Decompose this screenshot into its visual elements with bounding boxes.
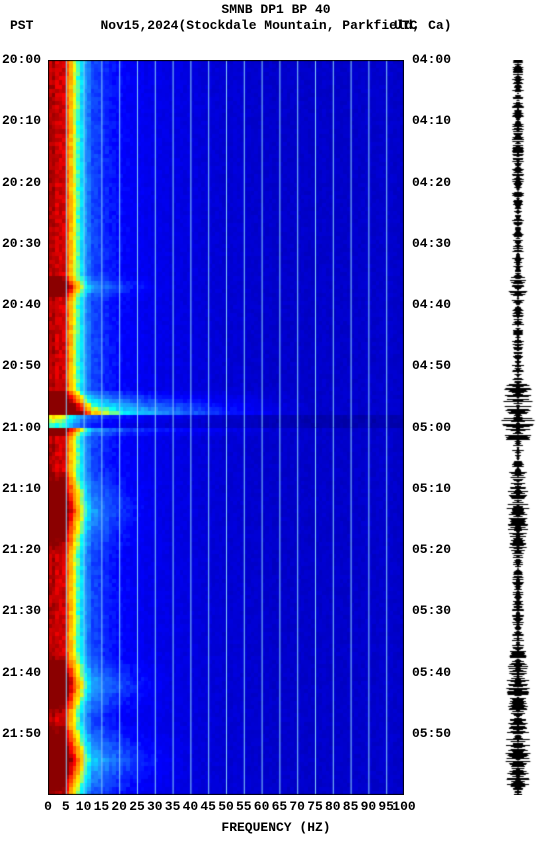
ytick-left: 21:30 (2, 603, 41, 618)
ytick-left: 20:20 (2, 175, 41, 190)
xtick: 50 (218, 799, 234, 814)
xtick: 30 (147, 799, 163, 814)
spectrogram-plot (48, 60, 404, 795)
amplitude-trace (497, 60, 539, 795)
xtick: 75 (307, 799, 323, 814)
ytick-right: 04:40 (412, 297, 451, 312)
xtick: 85 (343, 799, 359, 814)
title-line-2: PST Nov15,2024(Stockdale Mountain, Parkf… (0, 18, 552, 33)
x-axis-label: FREQUENCY (HZ) (0, 820, 552, 835)
figure: SMNB DP1 BP 40 PST Nov15,2024(Stockdale … (0, 0, 552, 864)
ytick-left: 21:40 (2, 665, 41, 680)
xtick: 15 (94, 799, 110, 814)
ytick-right: 05:00 (412, 420, 451, 435)
ytick-left: 21:00 (2, 420, 41, 435)
ytick-right: 05:50 (412, 726, 451, 741)
ytick-left: 20:10 (2, 113, 41, 128)
ytick-right: 04:20 (412, 175, 451, 190)
xtick: 90 (361, 799, 377, 814)
ytick-left: 20:50 (2, 358, 41, 373)
xtick: 45 (200, 799, 216, 814)
tz-right-label: UTC (394, 18, 417, 33)
xtick: 80 (325, 799, 341, 814)
xtick: 0 (44, 799, 52, 814)
ytick-left: 20:30 (2, 236, 41, 251)
xtick: 55 (236, 799, 252, 814)
ytick-left: 20:40 (2, 297, 41, 312)
ytick-right: 05:20 (412, 542, 451, 557)
ytick-right: 05:10 (412, 481, 451, 496)
xtick: 5 (62, 799, 70, 814)
ytick-left: 20:00 (2, 52, 41, 67)
ytick-left: 21:10 (2, 481, 41, 496)
xtick: 40 (183, 799, 199, 814)
xtick: 60 (254, 799, 270, 814)
xtick: 100 (392, 799, 415, 814)
xtick: 10 (76, 799, 92, 814)
xtick: 20 (111, 799, 127, 814)
xtick: 35 (165, 799, 181, 814)
ytick-left: 21:50 (2, 726, 41, 741)
title-line-1: SMNB DP1 BP 40 (0, 2, 552, 17)
ytick-right: 04:50 (412, 358, 451, 373)
ytick-right: 04:10 (412, 113, 451, 128)
xtick: 70 (289, 799, 305, 814)
ytick-right: 04:30 (412, 236, 451, 251)
ytick-right: 05:30 (412, 603, 451, 618)
xtick: 65 (272, 799, 288, 814)
xtick: 25 (129, 799, 145, 814)
tz-left-label: PST (10, 18, 33, 33)
ytick-right: 05:40 (412, 665, 451, 680)
ytick-left: 21:20 (2, 542, 41, 557)
ytick-right: 04:00 (412, 52, 451, 67)
